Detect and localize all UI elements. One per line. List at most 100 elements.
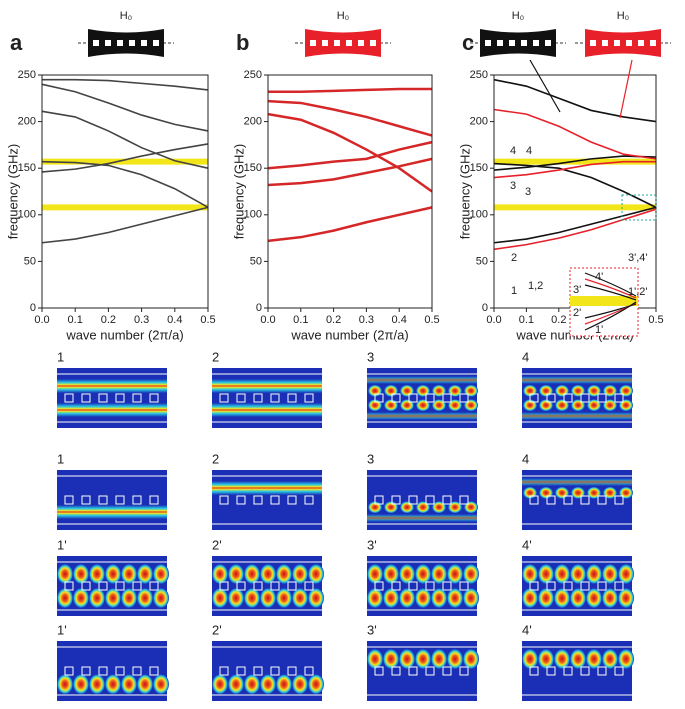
hole-outline [64,393,74,403]
field-spot [89,674,105,695]
hole-outline [219,393,229,403]
hole-outline [408,393,418,403]
hole [545,40,551,46]
field-spot [570,649,586,669]
hole [509,40,515,46]
annotation: 2 [511,252,517,264]
mode-bg [57,470,167,530]
field-spot [555,399,569,412]
hole-outline [304,495,314,505]
field-spot [260,564,276,584]
y-axis-label: frequency (GHz) [5,144,20,239]
mode-bg [212,368,322,428]
field-band [522,412,632,420]
hole-outline [391,666,401,676]
hole-outline [442,393,452,403]
x-axis-label: wave number (2π/a) [65,327,183,342]
hole-outline [374,581,384,591]
hole-outline [391,393,401,403]
arrow [619,59,633,119]
field-spot [57,564,73,584]
field-band [367,376,477,384]
field-spot [539,486,553,499]
field-spot [554,564,570,584]
field-spot [463,564,479,584]
band-curve [267,157,433,187]
field-spot [89,564,105,584]
hole-outline [270,581,280,591]
band-curve [493,78,657,123]
field-spot [538,564,554,584]
mode-label: 4' [522,622,532,637]
plot-frame [267,74,433,309]
field-spot [292,588,308,608]
field-spot [260,674,276,695]
schematic-label: H₀ [617,10,630,22]
band-curve [267,140,433,170]
field-spot [538,649,554,669]
field-spot [463,588,479,608]
field-spot [464,501,478,514]
field-spot [618,564,634,584]
field-spot [586,588,602,608]
field-spot [276,564,292,584]
y-tick-label: 250 [470,69,488,81]
field-spot [416,384,430,397]
x-tick-label: 0.0 [486,314,501,326]
mode-profile [522,470,633,530]
field-spot [522,588,538,608]
x-tick-label: 0.0 [260,314,275,326]
panel-letter: a [10,30,23,55]
y-tick-label: 150 [18,162,36,174]
waveguide [480,29,556,57]
y-tick-label: 150 [244,162,262,174]
hole-outline [219,666,229,676]
hole-outline [580,393,590,403]
schematic-label: H₀ [337,10,350,22]
y-tick-label: 100 [470,209,488,221]
field-spot [619,399,633,412]
annotation: 3 [510,180,516,192]
field-spot [618,649,634,669]
hole-outline [98,666,108,676]
mode-label: 2 [212,451,219,466]
hole-outline [408,666,418,676]
x-tick-label: 0.5 [424,314,439,326]
y-tick-label: 0 [256,302,262,314]
field-spot [463,649,479,669]
x-tick-label: 0.0 [34,314,49,326]
field-band [212,481,322,495]
mode-profile [367,368,478,428]
x-tick-label: 0.3 [359,314,374,326]
mode-label: 4 [522,451,529,466]
hole-outline [304,393,314,403]
band-curve [267,99,433,137]
hole-outline [64,581,74,591]
field-spot [228,674,244,695]
field-spot [431,649,447,669]
annotation: 3' [573,284,581,296]
hole-outline [614,581,624,591]
hole [650,40,656,46]
hole-outline [149,666,159,676]
inset-band [570,296,638,306]
hole-outline [149,581,159,591]
field-spot [619,486,633,499]
hole-outline [132,393,142,403]
hole-outline [580,581,590,591]
band-curve [267,112,433,193]
hole [614,40,620,46]
hole-outline [391,581,401,591]
field-spot [538,588,554,608]
field-spot [153,674,169,695]
hole-outline [115,495,125,505]
hole-outline [597,581,607,591]
annotation: 3',4' [628,252,648,264]
hole-outline [270,393,280,403]
inset-curve [584,284,637,301]
field-band [367,412,477,420]
field-spot [571,486,585,499]
mode-profile [367,556,479,616]
y-axis-label: frequency (GHz) [457,144,472,239]
